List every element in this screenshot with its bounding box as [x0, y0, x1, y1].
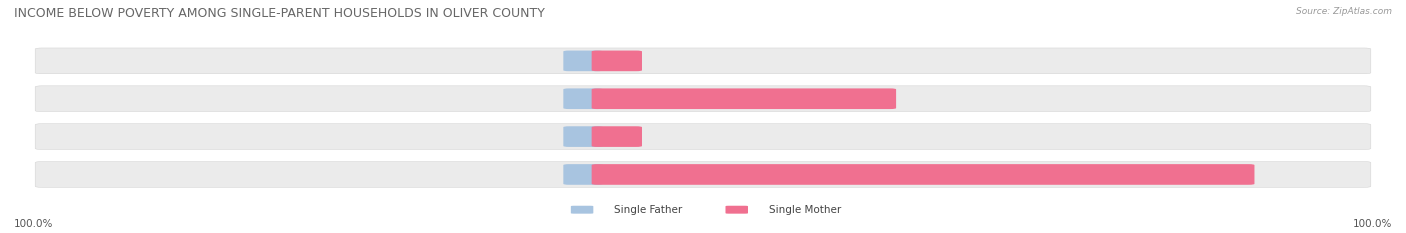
Text: 3 or 4 Children: 3 or 4 Children	[561, 132, 633, 142]
Text: 0.0%: 0.0%	[644, 56, 668, 66]
Text: Single Father: Single Father	[614, 205, 683, 215]
Text: 0.0%: 0.0%	[537, 132, 562, 142]
Text: 0.0%: 0.0%	[537, 56, 562, 66]
Text: 5 or more Children: 5 or more Children	[551, 169, 643, 179]
Text: 0.0%: 0.0%	[537, 169, 562, 179]
Text: 100.0%: 100.0%	[14, 219, 53, 229]
Text: Source: ZipAtlas.com: Source: ZipAtlas.com	[1296, 7, 1392, 16]
Text: No Children: No Children	[569, 56, 626, 66]
Text: 1 or 2 Children: 1 or 2 Children	[561, 94, 633, 104]
Text: 0.0%: 0.0%	[537, 94, 562, 104]
Text: 100.0%: 100.0%	[1353, 219, 1392, 229]
Text: 0.0%: 0.0%	[644, 132, 668, 142]
Text: 45.0%: 45.0%	[897, 94, 928, 104]
Text: Single Mother: Single Mother	[769, 205, 841, 215]
Text: 100.0%: 100.0%	[1256, 169, 1292, 179]
Text: INCOME BELOW POVERTY AMONG SINGLE-PARENT HOUSEHOLDS IN OLIVER COUNTY: INCOME BELOW POVERTY AMONG SINGLE-PARENT…	[14, 7, 546, 20]
